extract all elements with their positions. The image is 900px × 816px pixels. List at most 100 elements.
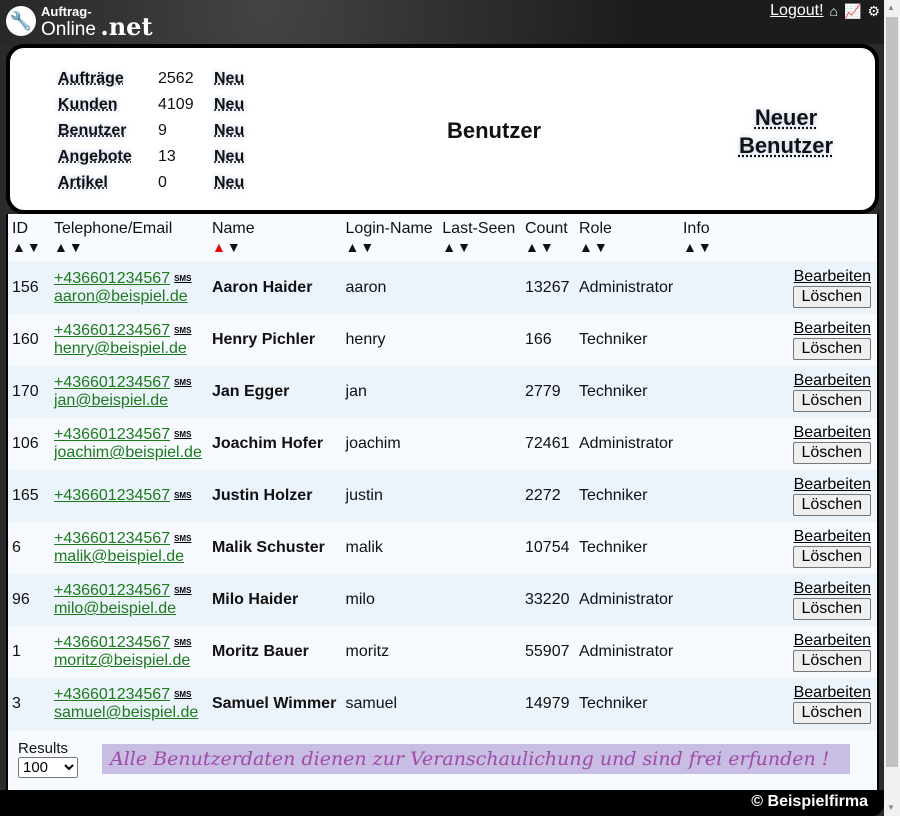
stat-count: 9 [158, 122, 167, 139]
sort-desc-icon[interactable]: ▼ [457, 239, 472, 255]
email-link[interactable]: henry@beispiel.de [53, 340, 187, 358]
scrollbar[interactable]: ▲ ▼ [884, 0, 900, 816]
stat-label-link[interactable]: Artikel [58, 174, 108, 191]
sort-asc-icon[interactable]: ▲ [53, 239, 69, 255]
logout-link[interactable]: Logout! [770, 2, 824, 19]
warehouse-icon[interactable]: ⌂ [829, 3, 838, 19]
phone-link[interactable]: +436601234567 [53, 582, 171, 600]
delete-button[interactable]: Löschen [792, 338, 871, 360]
column-header: Telephone/Email ▲▼ [50, 214, 208, 262]
sort-desc-icon[interactable]: ▼ [697, 239, 713, 255]
delete-button[interactable]: Löschen [792, 442, 871, 464]
email-link[interactable]: moritz@beispiel.de [53, 652, 191, 670]
stats-icon[interactable]: 📈 [844, 2, 862, 19]
cell-count: 33220 [521, 574, 575, 626]
delete-button[interactable]: Löschen [792, 546, 871, 568]
cell-count: 13267 [521, 262, 575, 314]
sms-link[interactable]: SMS [174, 637, 192, 647]
sort-desc-icon[interactable]: ▼ [226, 239, 242, 255]
sms-link[interactable]: SMS [174, 377, 192, 387]
email-link[interactable]: samuel@beispiel.de [53, 704, 199, 722]
delete-button[interactable]: Löschen [792, 286, 871, 308]
stat-label-link[interactable]: Benutzer [58, 122, 127, 139]
phone-link[interactable]: +436601234567 [53, 530, 171, 548]
delete-button[interactable]: Löschen [792, 390, 871, 412]
results-select[interactable]: 100 [18, 757, 78, 778]
sort-asc-icon[interactable]: ▲ [211, 239, 227, 255]
sms-link[interactable]: SMS [174, 490, 192, 500]
email-link[interactable]: joachim@beispiel.de [53, 444, 202, 462]
stat-label-link[interactable]: Angebote [58, 148, 132, 165]
sort-asc-icon[interactable]: ▲ [525, 239, 540, 255]
cell-name: Justin Holzer [207, 470, 342, 522]
cell-name: Joachim Hofer [207, 418, 342, 470]
delete-button[interactable]: Löschen [792, 650, 871, 672]
delete-button[interactable]: Löschen [792, 598, 871, 620]
scrollbar-thumb[interactable] [886, 17, 898, 767]
edit-link[interactable]: Bearbeiten [793, 580, 871, 597]
sort-asc-icon[interactable]: ▲ [682, 239, 698, 255]
cell-actions: Bearbeiten Löschen [788, 626, 877, 678]
edit-link[interactable]: Bearbeiten [793, 372, 871, 389]
sort-asc-icon[interactable]: ▲ [442, 239, 458, 255]
cell-name: Moritz Bauer [207, 626, 342, 678]
phone-link[interactable]: +436601234567 [53, 322, 171, 340]
sort-desc-icon[interactable]: ▼ [593, 239, 609, 255]
cell-id: 156 [8, 262, 50, 314]
edit-link[interactable]: Bearbeiten [793, 424, 871, 441]
phone-link[interactable]: +436601234567 [53, 634, 171, 652]
stat-new-link[interactable]: Neu [214, 174, 245, 191]
sort-asc-icon[interactable]: ▲ [12, 239, 27, 255]
sort-asc-icon[interactable]: ▲ [345, 239, 361, 255]
edit-link[interactable]: Bearbeiten [793, 632, 871, 649]
phone-link[interactable]: +436601234567 [53, 374, 171, 392]
stat-label-link[interactable]: Kunden [58, 96, 118, 113]
gear-icon[interactable]: ⚙ [867, 2, 880, 19]
sms-link[interactable]: SMS [174, 429, 192, 439]
edit-link[interactable]: Bearbeiten [793, 268, 871, 285]
phone-link[interactable]: +436601234567 [53, 426, 171, 444]
cell-contact: +436601234567 SMS jan@beispiel.de [49, 366, 208, 418]
table-row: 6 +436601234567 SMS malik@beispiel.de Mali… [8, 522, 877, 574]
sort-desc-icon[interactable]: ▼ [26, 239, 42, 255]
sms-link[interactable]: SMS [174, 533, 192, 543]
sms-link[interactable]: SMS [174, 585, 192, 595]
stat-row: Kunden 4109 Neu [58, 92, 244, 118]
phone-link[interactable]: +436601234567 [53, 686, 171, 704]
phone-link[interactable]: +436601234567 [53, 487, 171, 505]
new-user-link[interactable]: Neuer Benutzer [738, 105, 834, 158]
email-link[interactable]: aaron@beispiel.de [53, 288, 188, 306]
sort-desc-icon[interactable]: ▼ [68, 239, 84, 255]
sort-desc-icon[interactable]: ▼ [539, 239, 555, 255]
cell-info [678, 574, 789, 626]
stat-new-link[interactable]: Neu [214, 148, 245, 165]
stat-new-link[interactable]: Neu [214, 70, 245, 87]
sms-link[interactable]: SMS [174, 325, 192, 335]
email-link[interactable]: malik@beispiel.de [53, 548, 185, 566]
cell-contact: +436601234567 SMS [49, 470, 208, 522]
cell-login: aaron [341, 262, 439, 314]
delete-button[interactable]: Löschen [792, 702, 871, 724]
edit-link[interactable]: Bearbeiten [793, 476, 871, 493]
edit-link[interactable]: Bearbeiten [793, 320, 871, 337]
logo[interactable]: 🔧 Auftrag- Online .net [6, 4, 153, 41]
sort-desc-icon[interactable]: ▼ [360, 239, 376, 255]
phone-link[interactable]: +436601234567 [53, 270, 171, 288]
delete-button[interactable]: Löschen [792, 494, 871, 516]
email-link[interactable]: milo@beispiel.de [53, 600, 177, 618]
cell-last-seen [438, 262, 521, 314]
stat-new-link[interactable]: Neu [214, 96, 245, 113]
stat-new-link[interactable]: Neu [214, 122, 245, 139]
cell-login: samuel [341, 678, 439, 730]
logo-line3: .net [100, 12, 153, 41]
email-link[interactable]: jan@beispiel.de [53, 392, 169, 410]
cell-count: 2779 [521, 366, 575, 418]
stats-list: Aufträge 2562 Neu Kunden 4109 Neu Benutzer 9 Neu… [58, 66, 244, 196]
sms-link[interactable]: SMS [174, 689, 192, 699]
edit-link[interactable]: Bearbeiten [793, 528, 871, 545]
sms-link[interactable]: SMS [174, 273, 192, 283]
sort-asc-icon[interactable]: ▲ [578, 239, 594, 255]
edit-link[interactable]: Bearbeiten [793, 684, 871, 701]
cell-last-seen [438, 418, 521, 470]
stat-label-link[interactable]: Aufträge [58, 70, 124, 87]
